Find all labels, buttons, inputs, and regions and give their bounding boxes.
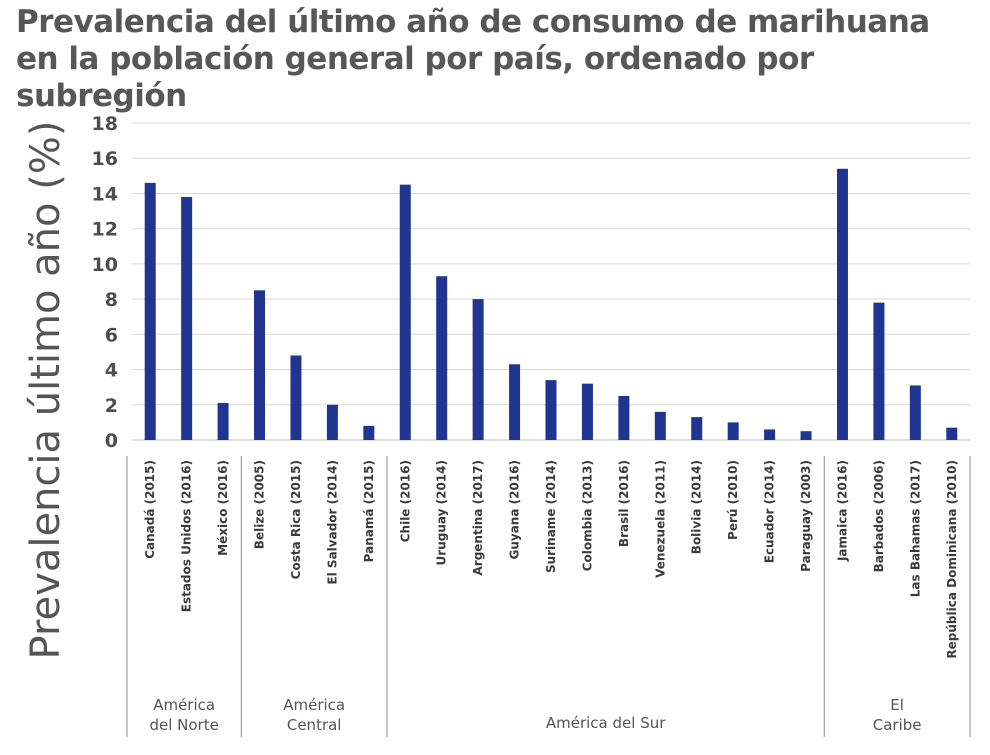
- y-tick-label: 2: [105, 395, 118, 417]
- x-tick-label: Canadá (2015): [143, 460, 157, 559]
- bar: [581, 383, 593, 440]
- bar: [618, 395, 630, 440]
- y-tick-label: 12: [92, 219, 118, 241]
- x-tick-label: Guyana (2016): [508, 460, 522, 560]
- x-tick-label: Las Bahamas (2017): [908, 460, 922, 597]
- chart-title: Prevalencia del último año de consumo de…: [16, 4, 930, 114]
- x-tick-label: Barbados (2006): [872, 460, 886, 572]
- y-tick-labels: 0 2 4 6 8 10 12 14 16 18: [92, 113, 118, 452]
- bar: [436, 276, 448, 440]
- bar: [181, 196, 193, 440]
- bar: [727, 422, 739, 440]
- bar: [800, 431, 812, 440]
- x-tick-label: Colombia (2013): [580, 460, 594, 571]
- bar: [909, 385, 921, 440]
- x-tick-label: Venezuela (2011): [653, 460, 667, 578]
- x-tick-label: Bolivia (2014): [690, 460, 704, 554]
- x-tick-label: Brasil (2016): [617, 460, 631, 547]
- x-tick-label: Estados Unidos (2016): [180, 460, 194, 612]
- bar: [399, 184, 411, 440]
- x-tick-label: Paraguay (2003): [799, 460, 813, 572]
- x-tick-label: Perú (2010): [726, 460, 740, 540]
- y-tick-label: 6: [105, 324, 118, 346]
- bar: [363, 425, 375, 440]
- bars: [144, 168, 958, 441]
- x-tick-label: México (2016): [216, 460, 230, 556]
- bar: [654, 411, 666, 440]
- x-tick-label: Jamaica (2016): [835, 460, 849, 562]
- x-tick-label: Uruguay (2014): [435, 460, 449, 565]
- bar: [764, 429, 776, 440]
- subregion-label: El Caribe: [873, 696, 922, 734]
- subregion-label: América Central: [283, 696, 345, 734]
- x-tick-label: Suriname (2014): [544, 460, 558, 573]
- bar: [326, 404, 338, 440]
- bar: [691, 417, 703, 440]
- subregion-label: América del Norte: [149, 696, 218, 734]
- gridlines: [132, 122, 970, 441]
- bar: [290, 355, 302, 440]
- bar: [545, 380, 557, 440]
- x-tick-label: Costa Rica (2015): [289, 460, 303, 579]
- y-tick-label: 18: [92, 113, 118, 135]
- bar: [873, 302, 885, 440]
- x-tick-label: El Salvador (2014): [325, 460, 339, 585]
- y-tick-label: 10: [92, 254, 118, 276]
- x-tick-label: Panamá (2015): [362, 460, 376, 562]
- bar: [836, 168, 848, 441]
- x-tick-labels: Canadá (2015) Estados Unidos (2016) México…: [143, 460, 959, 659]
- bar: [509, 364, 521, 440]
- x-tick-label: República Dominicana (2010): [945, 460, 959, 659]
- x-tick-label: Chile (2016): [398, 460, 412, 542]
- bar: [946, 427, 958, 440]
- y-tick-label: 16: [92, 148, 118, 170]
- bar: [254, 290, 266, 440]
- subregion-groups: América del Norte América Central América de…: [126, 456, 971, 737]
- y-tick-label: 8: [105, 289, 118, 311]
- y-tick-label: 4: [105, 360, 118, 382]
- y-tick-label: 0: [105, 430, 118, 452]
- x-tick-label: Ecuador (2014): [763, 460, 777, 563]
- subregion-label: América del Sur: [546, 714, 666, 732]
- x-tick-label: Argentina (2017): [471, 460, 485, 576]
- bar: [217, 403, 229, 440]
- bar: [144, 182, 156, 440]
- x-tick-label: Belize (2005): [253, 460, 267, 549]
- y-tick-label: 14: [92, 183, 118, 205]
- bar: [472, 299, 484, 440]
